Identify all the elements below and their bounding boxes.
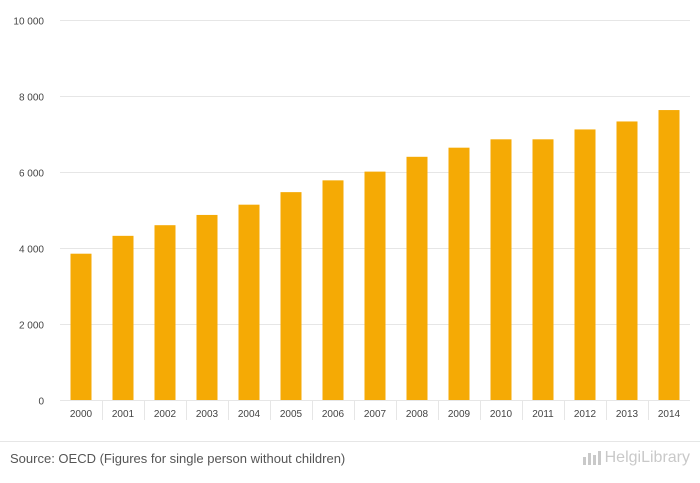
x-tick-label: 2012: [574, 409, 597, 420]
bar-2014[interactable]: [658, 110, 680, 400]
bar-2008[interactable]: [406, 156, 428, 400]
x-tick-label: 2000: [70, 409, 93, 420]
source-note: Source: OECD (Figures for single person …: [10, 451, 346, 466]
bar-chart-icon: [582, 451, 601, 465]
x-tick-label: 2001: [112, 409, 135, 420]
x-tick-label: 2009: [448, 409, 471, 420]
bar-2002[interactable]: [154, 225, 176, 400]
bar-2001[interactable]: [112, 235, 134, 400]
y-tick-label: 4 000: [19, 245, 44, 256]
x-tick-label: 2014: [658, 409, 681, 420]
x-tick-label: 2007: [364, 409, 387, 420]
x-tick-label: 2006: [322, 409, 345, 420]
y-tick-label: 2 000: [19, 321, 44, 332]
x-tick-label: 2004: [238, 409, 261, 420]
y-tick-label: 10 000: [13, 17, 44, 28]
bar-2011[interactable]: [532, 139, 554, 400]
y-axis-tick-labels: 0 2 000 4 000 6 000 8 000 10 000: [13, 17, 44, 408]
bar-2000[interactable]: [70, 253, 92, 400]
bar-2010[interactable]: [490, 139, 512, 400]
bar-2013[interactable]: [616, 121, 638, 401]
bar-chart: 0 2 000 4 000 6 000 8 000 10 000 2000 2001 2002…: [13, 17, 690, 420]
x-tick-label: 2003: [196, 409, 219, 420]
y-tick-label: 6 000: [19, 169, 44, 180]
bar-2005[interactable]: [280, 192, 302, 400]
x-tick-label: 2002: [154, 409, 177, 420]
bar-2012[interactable]: [574, 129, 596, 400]
y-tick-label: 0: [38, 397, 44, 408]
brand-name: HelgiLibrary: [604, 449, 690, 466]
footer-divider: [0, 441, 700, 442]
x-tick-label: 2010: [490, 409, 513, 420]
x-tick-label: 2011: [532, 409, 554, 420]
y-tick-label: 8 000: [19, 93, 44, 104]
x-tick-label: 2013: [616, 409, 639, 420]
bar-2006[interactable]: [322, 180, 344, 400]
bar-2004[interactable]: [238, 204, 260, 400]
bars: [70, 110, 680, 401]
bar-2003[interactable]: [196, 214, 218, 400]
brand-logo[interactable]: HelgiLibrary: [582, 449, 690, 467]
bar-2009[interactable]: [448, 147, 470, 400]
x-tick-label: 2005: [280, 409, 303, 420]
x-tick-label: 2008: [406, 409, 429, 420]
x-axis-tick-labels: 2000 2001 2002 2003 2004 2005 2006 2007 2008 2009…: [70, 409, 681, 420]
bar-2007[interactable]: [364, 171, 386, 400]
